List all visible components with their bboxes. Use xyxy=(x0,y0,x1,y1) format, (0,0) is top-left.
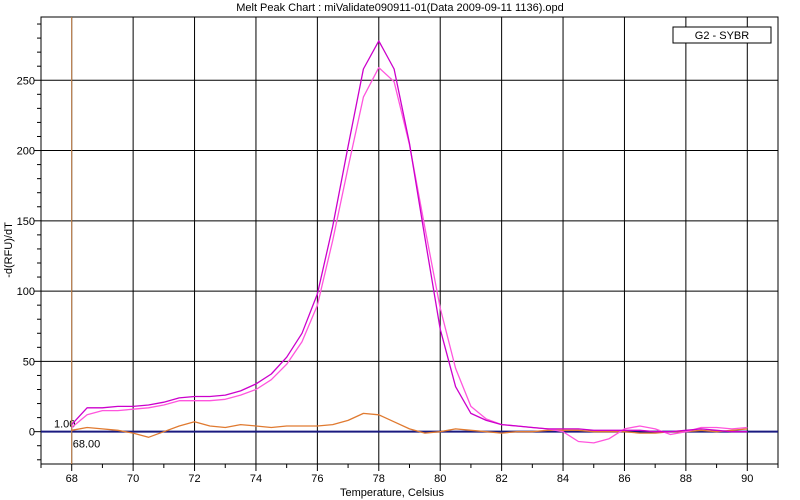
x-tick-label: 82 xyxy=(496,473,508,485)
series-layer xyxy=(71,40,748,444)
cursor-layer: 68.00 xyxy=(71,17,101,464)
y-tick-label: 50 xyxy=(23,356,35,368)
x-tick-label: 74 xyxy=(250,473,262,485)
x-tick-label: 72 xyxy=(188,473,200,485)
y-tick-label: 250 xyxy=(17,75,35,87)
y-tick-label: 150 xyxy=(17,216,35,228)
x-tick-label: 78 xyxy=(373,473,385,485)
series-line[interactable] xyxy=(71,412,748,438)
x-tick-label: 68 xyxy=(66,473,78,485)
x-tick-label: 88 xyxy=(680,473,692,485)
legend-entry: G2 - SYBR xyxy=(695,30,749,42)
x-tick-label: 90 xyxy=(741,473,753,485)
x-tick-label: 76 xyxy=(311,473,323,485)
legend-box xyxy=(672,26,772,44)
cursor-label: 68.00 xyxy=(73,439,101,451)
x-tick-label: 86 xyxy=(618,473,630,485)
axis-ticks: 68 70 72 74 76 78 80 82 84 86 88 90 0 50 100 150 200 250 xyxy=(17,23,779,485)
x-tick-label: 70 xyxy=(127,473,139,485)
y-axis-label: -d(RFU)/dT xyxy=(3,222,15,278)
series-line[interactable] xyxy=(71,40,748,433)
y-tick-label: 100 xyxy=(17,286,35,298)
chart-title: Melt Peak Chart : miValidate090911-01(Da… xyxy=(236,2,564,14)
x-tick-label: 84 xyxy=(557,473,569,485)
grid xyxy=(41,17,778,464)
y-tick-label: 0 xyxy=(29,427,35,439)
x-tick-label: 80 xyxy=(434,473,446,485)
y-tick-label: 200 xyxy=(17,146,35,158)
legend[interactable]: G2 - SYBR xyxy=(672,26,772,44)
x-axis-label: Temperature, Celsius xyxy=(340,487,444,499)
threshold-label: 1.00 xyxy=(54,419,75,431)
